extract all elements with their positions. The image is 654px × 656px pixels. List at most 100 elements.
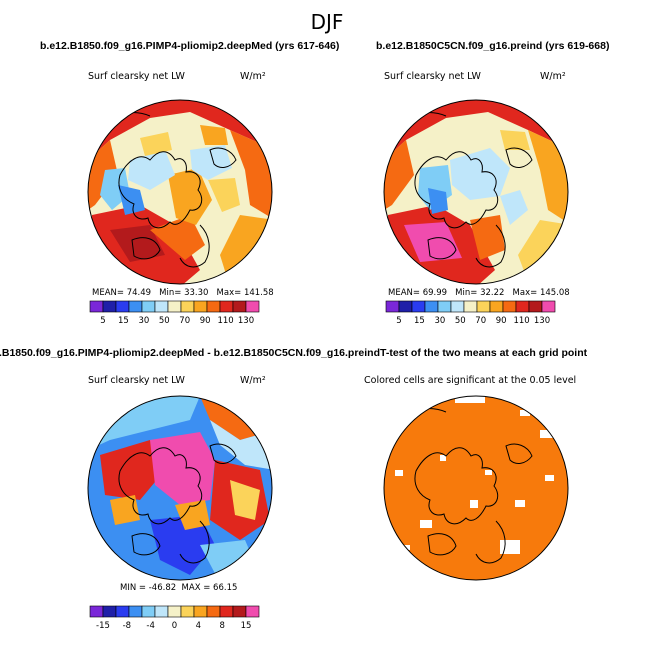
- panel1-colorbar-swatch: [232, 300, 247, 313]
- panel3-stats: MIN = -46.82 MAX = 66.15: [120, 583, 237, 593]
- panel2-map: [383, 99, 569, 285]
- panel1-colorbar-swatch: [141, 300, 156, 313]
- panel1-colorbar-swatch: [167, 300, 182, 313]
- panel4-map: [383, 395, 569, 581]
- panel1-colorbar-tick-label: 90: [200, 316, 211, 326]
- panel3-max: 66.15: [213, 583, 238, 593]
- panel1-colorbar-swatch: [219, 300, 234, 313]
- panel3-colorbar-tick-label: -15: [96, 621, 110, 631]
- panel2-colorbar-tick-label: 70: [475, 316, 486, 326]
- panel1-colorbar-tick-label: 110: [217, 316, 233, 326]
- panel3-colorbar-tick-label: -8: [123, 621, 131, 631]
- panel2-colorbar-swatch: [476, 300, 491, 313]
- panel3-colorbar-swatch: [193, 605, 208, 618]
- panel2-mean: 69.99: [422, 288, 448, 298]
- panel1-colorbar-swatch: [193, 300, 208, 313]
- panel3-colorbar-swatch: [206, 605, 221, 618]
- panel3-title: e12.B1850.f09_g16.PIMP4-pliomip2.deepMed…: [0, 347, 380, 359]
- panel3-colorbar-tick-label: -4: [146, 621, 154, 631]
- panel1-colorbar-swatch: [154, 300, 169, 313]
- panel2-max-label: Max=: [512, 288, 538, 298]
- panel3-title-text: e12.B1850.f09_g16.PIMP4-pliomip2.deepMed…: [0, 347, 380, 359]
- panel4-variable: Colored cells are significant at the 0.0…: [364, 375, 577, 386]
- panel1-colorbar-tick-label: 15: [118, 316, 129, 326]
- panel1-map: [87, 99, 273, 285]
- panel1-colorbar-tick-label: 70: [179, 316, 190, 326]
- panel3-map: [87, 395, 273, 581]
- ttest-significant-area: [384, 396, 568, 580]
- panel1-colorbar-tick-label: 30: [138, 316, 149, 326]
- panel3-colorbar-swatch: [141, 605, 156, 618]
- panel3-colorbar-swatch: [102, 605, 117, 618]
- panel3-colorbar-swatch: [167, 605, 182, 618]
- panel3-colorbar-swatch: [232, 605, 247, 618]
- panel1-min-label: Min=: [159, 288, 182, 298]
- panel3-units: W/m²: [240, 375, 266, 386]
- panel1-colorbar-swatch: [245, 300, 260, 313]
- panel1-colorbar-tick-label: 5: [100, 316, 105, 326]
- panel2-variable: Surf clearsky net LW: [384, 71, 481, 82]
- panel4-title: T-test of the two means at each grid poi…: [380, 347, 588, 359]
- panel1-colorbar-swatch: [115, 300, 130, 313]
- panel3-colorbar-tick-label: 4: [196, 621, 201, 631]
- panel2-colorbar-swatch: [541, 300, 556, 313]
- panel1-colorbar-swatch: [206, 300, 221, 313]
- panel1-max-label: Max=: [216, 288, 242, 298]
- panel3-colorbar: -15 -8 -4 0 4 8 15: [89, 605, 260, 631]
- panel3-colorbar-swatch: [154, 605, 169, 618]
- panel2-max: 145.08: [539, 288, 570, 298]
- panel3-max-label: MAX =: [181, 583, 211, 593]
- panel2-colorbar-swatch: [385, 300, 400, 313]
- panel2-title: b.e12.B1850C5CN.f09_g16.preind (yrs 619-…: [376, 40, 610, 52]
- panel1-stats: MEAN= 74.49 Min= 33.30 Max= 141.58: [92, 288, 274, 298]
- panel1-colorbar-swatch: [180, 300, 195, 313]
- panel1-title: b.e12.B1850.f09_g16.PIMP4-pliomip2.deepM…: [40, 40, 340, 52]
- panel2-colorbar-tick-label: 50: [455, 316, 466, 326]
- panel1-colorbar-swatch: [128, 300, 143, 313]
- panel2-units: W/m²: [540, 71, 566, 82]
- panel3-colorbar-swatch: [128, 605, 143, 618]
- panel3-variable: Surf clearsky net LW: [88, 375, 185, 386]
- panel3-colorbar-swatch: [219, 605, 234, 618]
- panel3-colorbar-tick-label: 8: [219, 621, 224, 631]
- panel1-colorbar: 5 15 30 50 70 90 110 130: [89, 300, 260, 326]
- panel2-colorbar-swatch: [450, 300, 465, 313]
- panel1-colorbar-swatch: [89, 300, 104, 313]
- panel2-colorbar-swatch: [528, 300, 543, 313]
- panel2-colorbar-swatch: [411, 300, 426, 313]
- panel3-colorbar-swatch: [180, 605, 195, 618]
- panel2-colorbar-swatch: [463, 300, 478, 313]
- panel2-mean-label: MEAN=: [388, 288, 420, 298]
- panel3-min-label: MIN =: [120, 583, 147, 593]
- panel3-colorbar-tick-label: 0: [172, 621, 177, 631]
- panel3-colorbar-swatch: [245, 605, 260, 618]
- panel2-colorbar-swatch: [489, 300, 504, 313]
- panel2-stats: MEAN= 69.99 Min= 32.22 Max= 145.08: [388, 288, 570, 298]
- season-title: DJF: [310, 10, 344, 34]
- panel1-mean-label: MEAN=: [92, 288, 124, 298]
- panel2-colorbar-tick-label: 15: [414, 316, 425, 326]
- panel1-units: W/m²: [240, 71, 266, 82]
- panel2-colorbar-tick-label: 5: [396, 316, 401, 326]
- panel2-colorbar-tick-label: 90: [496, 316, 507, 326]
- panel2-colorbar-swatch: [515, 300, 530, 313]
- panel2-colorbar: 5 15 30 50 70 90 110 130: [385, 300, 556, 326]
- panel2-colorbar-tick-label: 110: [513, 316, 529, 326]
- panel3-colorbar-swatch: [89, 605, 104, 618]
- panel3-min: -46.82: [148, 583, 177, 593]
- panel2-colorbar-tick-label: 30: [434, 316, 445, 326]
- panel1-variable: Surf clearsky net LW: [88, 71, 185, 82]
- panel2-colorbar-swatch: [398, 300, 413, 313]
- panel1-min: 33.30: [184, 288, 209, 298]
- panel1-colorbar-swatch: [102, 300, 117, 313]
- panel2-colorbar-swatch: [424, 300, 439, 313]
- panel2-min: 32.22: [480, 288, 505, 298]
- panel2-colorbar-tick-label: 130: [534, 316, 550, 326]
- panel1-max: 141.58: [243, 288, 274, 298]
- panel1-colorbar-tick-label: 130: [238, 316, 254, 326]
- panel1-colorbar-tick-label: 50: [159, 316, 170, 326]
- panel2-colorbar-swatch: [502, 300, 517, 313]
- panel3-colorbar-tick-label: 15: [241, 621, 252, 631]
- panel3-colorbar-swatch: [115, 605, 130, 618]
